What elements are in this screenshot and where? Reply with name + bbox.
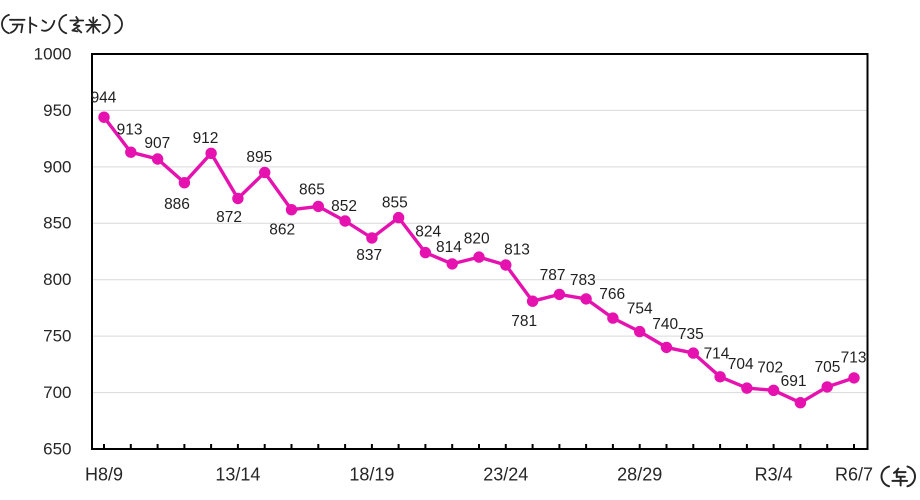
svg-text:740: 740 bbox=[652, 316, 678, 333]
svg-text:R3/4: R3/4 bbox=[755, 465, 793, 485]
svg-text:895: 895 bbox=[246, 149, 272, 166]
svg-text:702: 702 bbox=[757, 360, 783, 377]
svg-text:824: 824 bbox=[415, 224, 441, 241]
svg-text:714: 714 bbox=[704, 346, 730, 363]
svg-text:783: 783 bbox=[570, 272, 596, 289]
svg-text:23/24: 23/24 bbox=[483, 465, 528, 485]
svg-text:900: 900 bbox=[43, 157, 71, 176]
svg-text:691: 691 bbox=[781, 373, 807, 390]
svg-text:814: 814 bbox=[436, 239, 462, 256]
svg-text:855: 855 bbox=[382, 194, 408, 211]
svg-text:18/19: 18/19 bbox=[349, 465, 394, 485]
svg-text:766: 766 bbox=[599, 286, 625, 303]
svg-text:713: 713 bbox=[841, 350, 867, 367]
svg-text:872: 872 bbox=[216, 209, 242, 226]
svg-text:735: 735 bbox=[678, 326, 704, 343]
svg-text:28/29: 28/29 bbox=[617, 465, 662, 485]
svg-text:944: 944 bbox=[91, 90, 117, 107]
svg-text:850: 850 bbox=[43, 214, 71, 233]
svg-text:R6/7: R6/7 bbox=[835, 465, 873, 485]
svg-text:705: 705 bbox=[815, 359, 841, 376]
svg-text:865: 865 bbox=[299, 182, 325, 199]
svg-text:13/14: 13/14 bbox=[215, 465, 260, 485]
svg-text:650: 650 bbox=[43, 439, 71, 458]
svg-text:754: 754 bbox=[627, 301, 653, 318]
svg-text:913: 913 bbox=[117, 121, 143, 138]
svg-text:907: 907 bbox=[144, 135, 170, 152]
svg-text:950: 950 bbox=[43, 101, 71, 120]
svg-text:700: 700 bbox=[43, 383, 71, 402]
svg-text:704: 704 bbox=[728, 356, 754, 373]
svg-text:H8/9: H8/9 bbox=[85, 465, 123, 485]
svg-text:820: 820 bbox=[464, 230, 490, 247]
svg-text:862: 862 bbox=[269, 222, 295, 239]
svg-text:886: 886 bbox=[164, 196, 190, 213]
svg-text:852: 852 bbox=[331, 198, 357, 215]
svg-text:787: 787 bbox=[540, 267, 566, 284]
svg-text:1000: 1000 bbox=[34, 44, 72, 63]
svg-text:837: 837 bbox=[356, 247, 382, 264]
svg-text:781: 781 bbox=[511, 313, 537, 330]
svg-text:813: 813 bbox=[504, 242, 530, 259]
svg-text:800: 800 bbox=[43, 270, 71, 289]
svg-text:750: 750 bbox=[43, 327, 71, 346]
svg-text:912: 912 bbox=[193, 130, 219, 147]
